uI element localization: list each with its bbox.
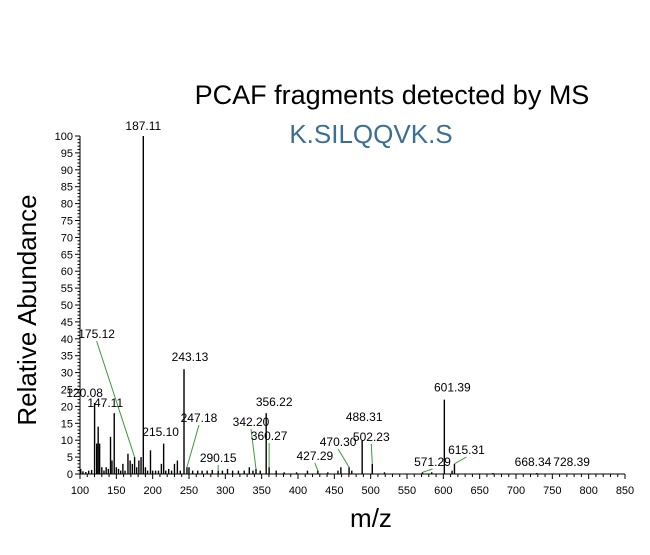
y-tick-label: 95 xyxy=(61,148,73,160)
y-tick-label: 75 xyxy=(61,216,73,228)
x-tick-label: 550 xyxy=(398,485,416,497)
x-tick-label: 800 xyxy=(579,485,597,497)
y-tick-label: 90 xyxy=(61,165,73,177)
label-leader-line xyxy=(370,443,373,464)
peak-label: 728.39 xyxy=(553,455,590,469)
y-tick-label: 10 xyxy=(61,435,73,447)
peak-label: 488.31 xyxy=(346,410,383,424)
y-tick-label: 0 xyxy=(67,469,73,481)
peak-label: 470.30 xyxy=(320,435,357,449)
y-tick-label: 70 xyxy=(61,232,73,244)
peak-label: 615.31 xyxy=(448,443,485,457)
y-tick-label: 20 xyxy=(61,401,73,413)
x-tick-label: 500 xyxy=(361,485,379,497)
y-tick-label: 60 xyxy=(61,266,73,278)
chart-subtitle: K.SILQQVK.S xyxy=(289,119,452,149)
label-leader-line xyxy=(337,448,350,468)
y-tick-label: 55 xyxy=(61,283,73,295)
x-tick-label: 150 xyxy=(107,485,125,497)
peak-label: 601.39 xyxy=(434,381,471,395)
x-axis-title: m/z xyxy=(350,503,392,533)
y-tick-label: 40 xyxy=(61,334,73,346)
y-tick-label: 30 xyxy=(61,368,73,380)
label-leaders xyxy=(96,340,467,473)
y-tick-label: 100 xyxy=(55,131,73,143)
label-leader-line xyxy=(314,462,319,471)
y-tick-label: 25 xyxy=(61,385,73,397)
y-tick-label: 85 xyxy=(61,182,73,194)
peak-label: 120.08 xyxy=(66,386,103,400)
x-tick-label: 850 xyxy=(616,485,634,497)
chart-title: PCAF fragments detected by MS xyxy=(195,80,590,110)
y-tick-label: 80 xyxy=(61,199,73,211)
x-tick-label: 650 xyxy=(470,485,488,497)
peak-label: 243.13 xyxy=(172,350,209,364)
peak-label: 290.15 xyxy=(200,451,237,465)
x-tick-label: 450 xyxy=(325,485,343,497)
y-tick-label: 50 xyxy=(61,300,73,312)
y-tick-label: 35 xyxy=(61,351,73,363)
y-tick-label: 45 xyxy=(61,317,73,329)
peak-label: 342.20 xyxy=(233,415,270,429)
y-axis-title: Relative Abundance xyxy=(12,194,42,425)
peak-label: 360.27 xyxy=(251,429,288,443)
peak-label: 502.23 xyxy=(353,430,390,444)
x-tick-label: 600 xyxy=(434,485,452,497)
peak-label: 147.11 xyxy=(87,396,123,410)
peak-label: 215.10 xyxy=(142,425,179,439)
peak-label: 175.12 xyxy=(78,327,115,341)
x-tick-label: 100 xyxy=(71,485,89,497)
x-tick-label: 250 xyxy=(180,485,198,497)
x-tick-label: 700 xyxy=(507,485,525,497)
x-tick-label: 750 xyxy=(543,485,561,497)
y-tick-label: 15 xyxy=(61,418,73,430)
label-leader-line xyxy=(454,456,467,465)
label-leader-line xyxy=(422,468,433,473)
label-leader-line xyxy=(186,424,200,468)
y-tick-label: 65 xyxy=(61,249,73,261)
x-tick-label: 350 xyxy=(252,485,270,497)
peak-label: 668.34 xyxy=(515,455,552,469)
peak-label: 427.29 xyxy=(296,449,333,463)
peak-label: 571.29 xyxy=(414,455,451,469)
x-tick-label: 200 xyxy=(143,485,161,497)
axis-ticks: 0 5 10 15 20 25 30 35 40 45 50 55 60 65 70 75 80 85 90 95 10… xyxy=(55,131,635,497)
peak-label: 356.22 xyxy=(256,395,293,409)
x-tick-label: 400 xyxy=(289,485,307,497)
label-leader-line xyxy=(96,340,136,458)
x-tick-label: 300 xyxy=(216,485,234,497)
peak-label: 247.18 xyxy=(181,411,218,425)
peaks xyxy=(80,136,538,474)
y-tick-label: 5 xyxy=(67,452,73,464)
peak-label: 187.11 xyxy=(125,119,161,133)
label-leader-line xyxy=(250,428,257,469)
